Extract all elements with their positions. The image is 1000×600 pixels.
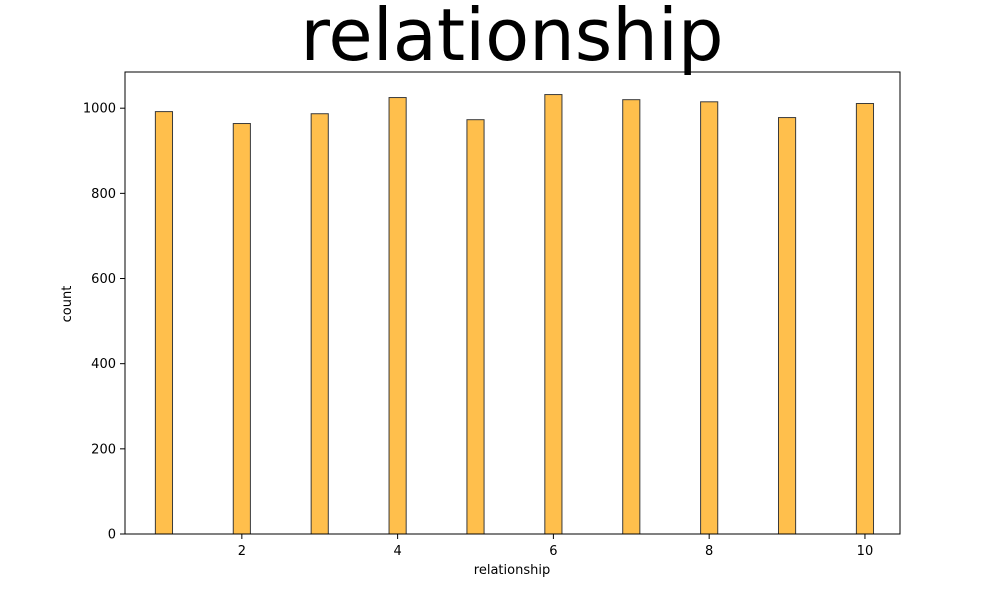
y-tick-label: 200 (91, 442, 116, 457)
y-tick-label: 0 (108, 528, 116, 543)
x-tick-label: 10 (857, 544, 874, 559)
plot-frame (124, 71, 901, 535)
x-axis-label: relationship (474, 563, 550, 578)
bar-7 (622, 99, 641, 535)
x-axis-ticks: 2 4 6 8 10 (238, 534, 874, 559)
y-tick-label: 800 (91, 187, 116, 202)
bars-group (154, 94, 875, 535)
bar-8 (700, 101, 719, 535)
y-tick-label: 400 (91, 357, 116, 372)
y-axis-ticks: 0 200 400 600 800 1000 (83, 102, 125, 543)
chart-title: relationship (300, 0, 723, 77)
bar-10 (855, 103, 875, 535)
y-tick-label: 1000 (83, 102, 116, 117)
bar-9 (777, 117, 797, 535)
x-tick-label: 6 (549, 544, 557, 559)
y-tick-label: 600 (91, 272, 116, 287)
y-axis-label: count (60, 286, 75, 323)
x-tick-label: 4 (393, 544, 401, 559)
bar-2 (232, 123, 251, 535)
x-tick-label: 8 (705, 544, 713, 559)
bar-3 (310, 113, 329, 535)
bar-6 (544, 94, 563, 535)
x-tick-label: 2 (238, 544, 246, 559)
bar-5 (466, 119, 485, 535)
bar-1 (154, 111, 174, 535)
bar-4 (388, 97, 407, 535)
